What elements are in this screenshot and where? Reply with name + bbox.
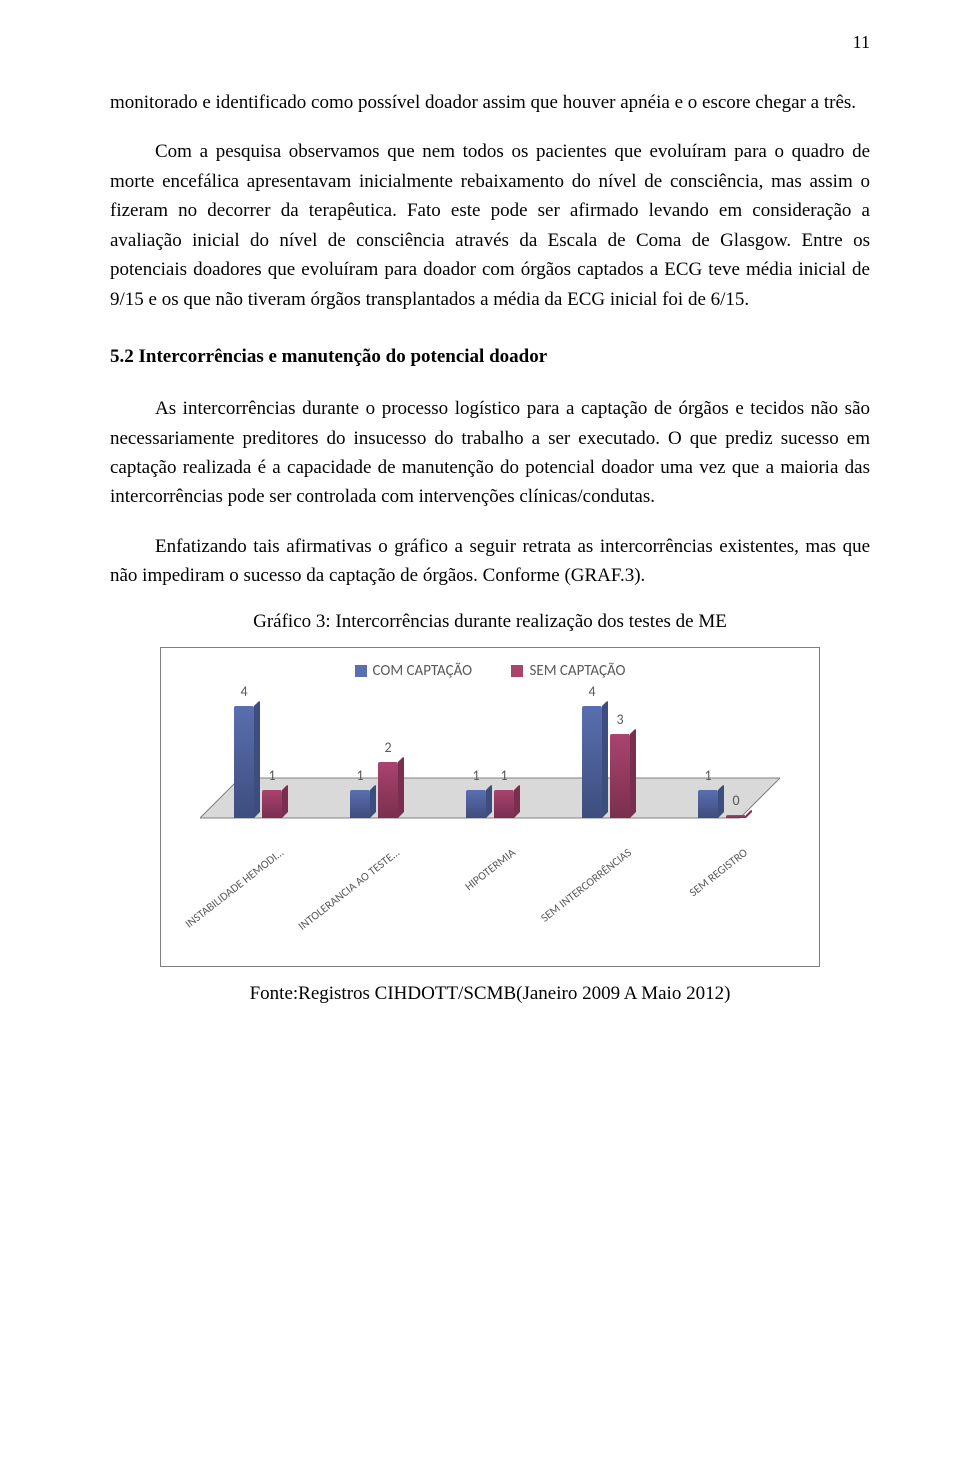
legend-swatch-com bbox=[355, 665, 367, 677]
bar-com bbox=[234, 706, 254, 818]
bar-value-label: 1 bbox=[348, 767, 372, 784]
bar-value-label: 0 bbox=[724, 792, 748, 809]
chart-plot: 4112114310 INSTABILIDADE HEMODI…INTOLERA… bbox=[200, 688, 780, 948]
bar-sem bbox=[262, 790, 282, 818]
chart-legend: COM CAPTAÇÃO SEM CAPTAÇÃO bbox=[179, 662, 801, 682]
section-heading: 5.2 Intercorrências e manutenção do pote… bbox=[110, 346, 870, 368]
bar-group: 11 bbox=[432, 690, 548, 818]
paragraph-1: monitorado e identificado como possível … bbox=[110, 88, 870, 117]
legend-label: SEM CAPTAÇÃO bbox=[529, 662, 625, 680]
x-axis-labels: INSTABILIDADE HEMODI…INTOLERANCIA AO TES… bbox=[200, 838, 780, 948]
bar-com bbox=[698, 790, 718, 818]
bar-group: 43 bbox=[548, 690, 664, 818]
x-axis-label: HIPOTERMIA bbox=[392, 846, 519, 949]
bar-side bbox=[254, 700, 260, 818]
bar-side bbox=[398, 756, 404, 818]
bar-value-label: 4 bbox=[580, 683, 604, 700]
bar-group: 10 bbox=[664, 690, 780, 818]
bar-side bbox=[282, 784, 288, 818]
bar-sem bbox=[378, 762, 398, 818]
bar-sem bbox=[726, 815, 746, 818]
chart-source: Fonte:Registros CIHDOTT/SCMB(Janeiro 200… bbox=[110, 983, 870, 1005]
legend-label: COM CAPTAÇÃO bbox=[373, 662, 473, 680]
legend-item-sem: SEM CAPTAÇÃO bbox=[511, 662, 625, 680]
bar-com bbox=[350, 790, 370, 818]
x-axis-label: INSTABILIDADE HEMODI… bbox=[160, 846, 287, 949]
bar-value-label: 1 bbox=[464, 767, 488, 784]
bar-side bbox=[486, 784, 492, 818]
x-axis-label: SEM INTERCORRÊNCIAS bbox=[508, 846, 635, 949]
page-number: 11 bbox=[853, 32, 870, 53]
bar-value-label: 1 bbox=[260, 767, 284, 784]
bar-value-label: 1 bbox=[696, 767, 720, 784]
x-axis-label: SEM REGISTRO bbox=[624, 846, 751, 949]
legend-item-com: COM CAPTAÇÃO bbox=[355, 662, 473, 680]
paragraph-4: Enfatizando tais afirmativas o gráfico a… bbox=[110, 532, 870, 591]
bar-sem bbox=[610, 734, 630, 818]
bar-side bbox=[514, 784, 520, 818]
bar-group: 41 bbox=[200, 690, 316, 818]
bar-side bbox=[630, 728, 636, 818]
plot-area: 4112114310 bbox=[200, 688, 780, 838]
bar-value-label: 4 bbox=[232, 683, 256, 700]
bar-value-label: 2 bbox=[376, 739, 400, 756]
paragraph-3: As intercorrências durante o processo lo… bbox=[110, 394, 870, 512]
bar-com bbox=[582, 706, 602, 818]
legend-swatch-sem bbox=[511, 665, 523, 677]
bar-value-label: 1 bbox=[492, 767, 516, 784]
bar-side bbox=[746, 809, 752, 818]
bar-groups: 4112114310 bbox=[200, 690, 780, 818]
document-page: 11 monitorado e identificado como possív… bbox=[0, 0, 960, 1458]
x-axis-label: INTOLERANCIA AO TESTE… bbox=[276, 846, 403, 949]
chart-title: Gráfico 3: Intercorrências durante reali… bbox=[110, 611, 870, 633]
bar-side bbox=[370, 784, 376, 818]
bar-sem bbox=[494, 790, 514, 818]
bar-com bbox=[466, 790, 486, 818]
chart-container: COM CAPTAÇÃO SEM CAPTAÇÃO 4112114310 INS… bbox=[160, 647, 820, 967]
bar-value-label: 3 bbox=[608, 711, 632, 728]
paragraph-2: Com a pesquisa observamos que nem todos … bbox=[110, 137, 870, 314]
bar-group: 12 bbox=[316, 690, 432, 818]
